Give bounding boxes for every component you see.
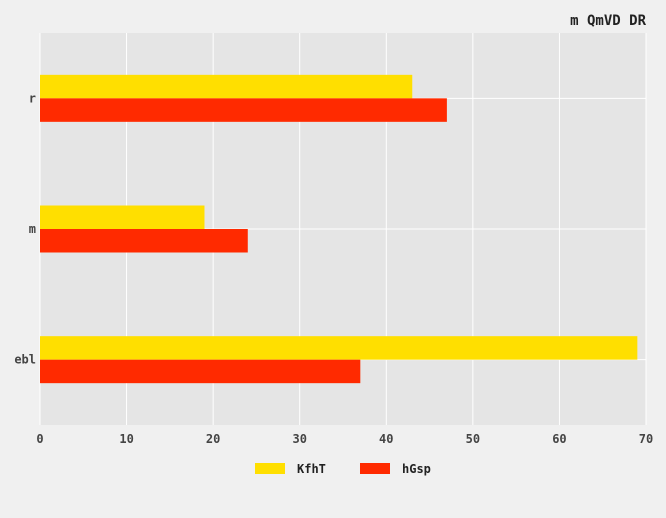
legend: KfhT hGsp [255, 462, 431, 476]
bars [40, 74, 638, 384]
chart-title: m QmVD DR [570, 13, 646, 29]
x-tick-label: 10 [119, 432, 133, 446]
y-tick-label: r [29, 91, 36, 105]
x-tick-label: 40 [379, 432, 393, 446]
bar-hGsp-r [40, 98, 447, 122]
bar-KfhT-m [40, 205, 205, 229]
bar-hGsp-m [40, 229, 248, 253]
bar-KfhT-ebl [40, 336, 638, 360]
x-axis-tick-labels: 0 10 20 30 40 50 60 70 [36, 432, 653, 446]
x-tick-label: 50 [466, 432, 480, 446]
bar-hGsp-ebl [40, 359, 361, 384]
legend-swatch-KfhT [255, 463, 285, 474]
y-tick-label: ebl [14, 353, 36, 367]
y-tick-label: m [29, 222, 36, 236]
bar-KfhT-r [40, 74, 413, 99]
legend-label-hGsp: hGsp [402, 462, 431, 476]
x-tick-label: 60 [552, 432, 566, 446]
legend-label-KfhT: KfhT [297, 462, 326, 476]
x-tick-label: 0 [36, 432, 43, 446]
x-tick-label: 30 [292, 432, 306, 446]
x-tick-label: 70 [639, 432, 653, 446]
y-axis-tick-labels: r m ebl [14, 91, 36, 366]
legend-swatch-hGsp [360, 463, 390, 474]
x-tick-label: 20 [206, 432, 220, 446]
